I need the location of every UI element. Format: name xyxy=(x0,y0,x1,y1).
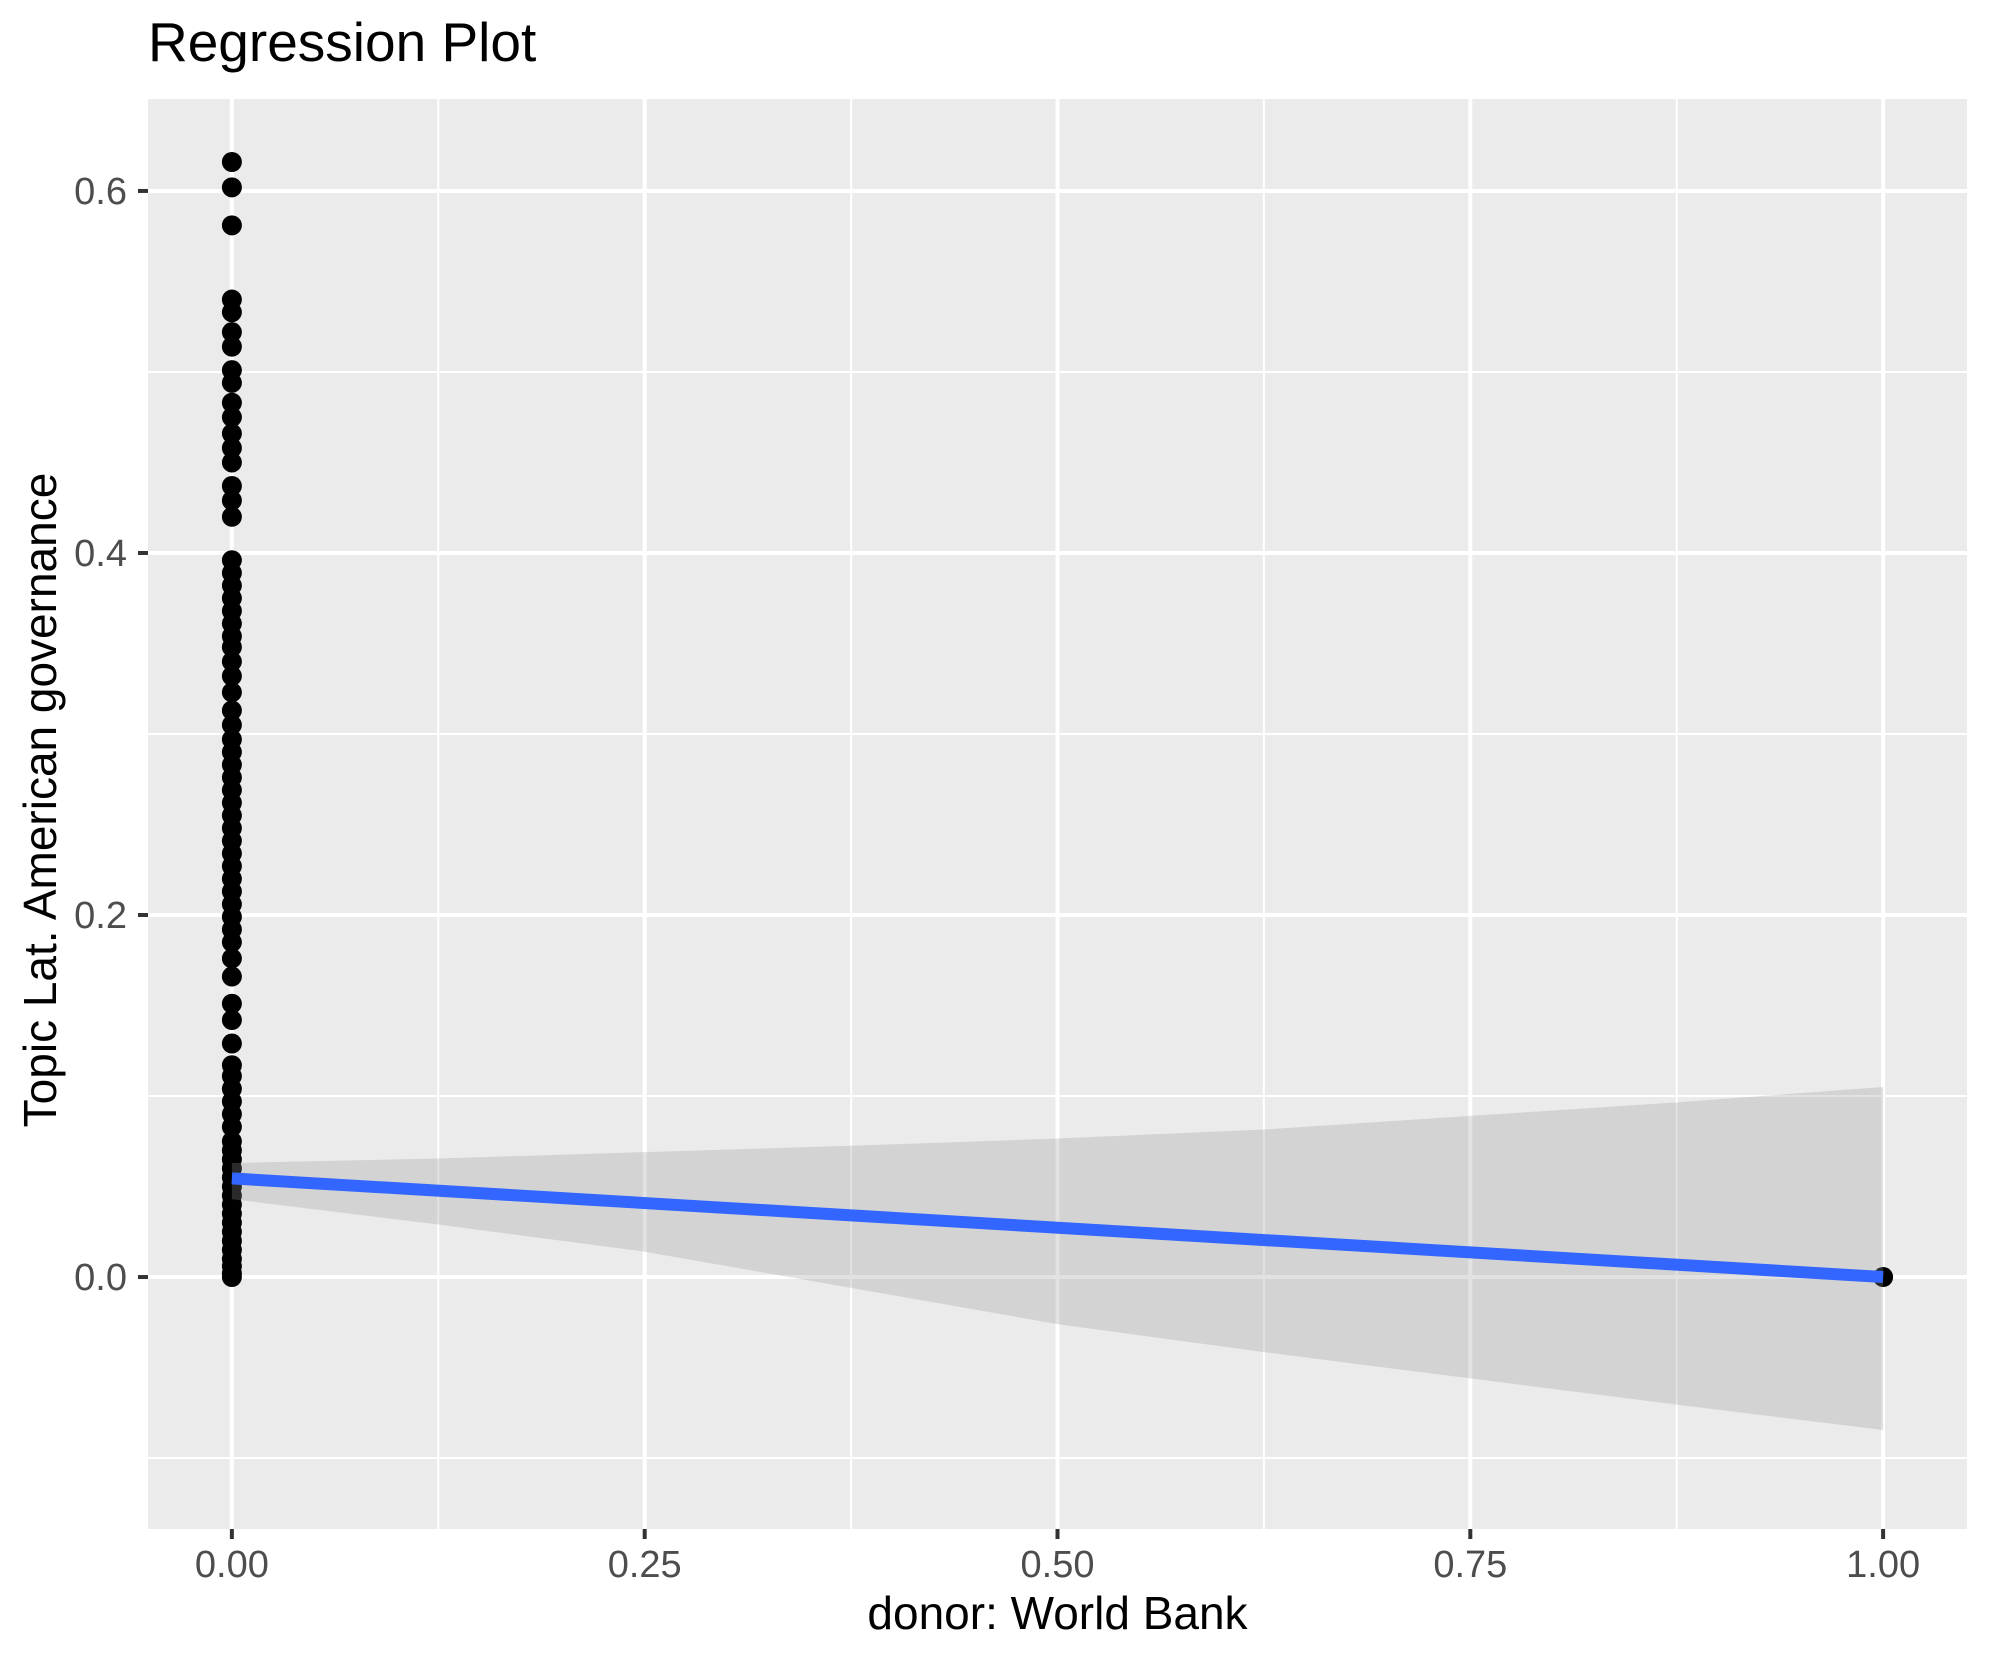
data-point xyxy=(221,637,242,658)
x-tick-label: 0.50 xyxy=(1021,1544,1095,1586)
data-point xyxy=(221,476,242,497)
data-point xyxy=(221,177,242,198)
data-point xyxy=(221,336,242,357)
data-point xyxy=(221,506,242,527)
data-point xyxy=(221,490,242,511)
x-tick-label: 1.00 xyxy=(1846,1544,1920,1586)
x-tick-label: 0.25 xyxy=(608,1544,682,1586)
x-axis-title: donor: World Bank xyxy=(867,1587,1248,1639)
y-tick-label: 0.4 xyxy=(74,533,127,575)
data-point xyxy=(221,322,242,343)
y-tick-label: 0.2 xyxy=(74,895,127,937)
data-point xyxy=(221,1033,242,1054)
data-point xyxy=(221,215,242,236)
data-point xyxy=(221,714,242,735)
data-point xyxy=(221,302,242,323)
data-point xyxy=(221,452,242,473)
y-tick-label: 0.0 xyxy=(74,1257,127,1299)
data-point xyxy=(221,666,242,687)
data-point xyxy=(221,993,242,1014)
confidence-ribbon xyxy=(231,1086,1884,1430)
x-tick-label: 0.00 xyxy=(195,1544,269,1586)
data-point xyxy=(221,1116,242,1137)
data-point xyxy=(221,651,242,672)
x-tick-label: 0.75 xyxy=(1433,1544,1507,1586)
plot-title: Regression Plot xyxy=(148,11,537,73)
data-point xyxy=(221,948,242,969)
data-point xyxy=(221,1009,242,1030)
data-point xyxy=(221,407,242,428)
data-point xyxy=(221,423,242,444)
y-tick-label: 0.6 xyxy=(74,171,127,213)
data-point xyxy=(221,966,242,987)
regression-line xyxy=(231,1172,1884,1284)
data-point xyxy=(221,437,242,458)
data-point xyxy=(221,151,242,172)
data-point xyxy=(221,372,242,393)
y-axis-title: Topic Lat. American governance xyxy=(14,472,66,1128)
data-point xyxy=(221,682,242,703)
data-point xyxy=(221,1267,242,1288)
data-point xyxy=(221,932,242,953)
data-point xyxy=(221,392,242,413)
data-point xyxy=(221,700,242,721)
